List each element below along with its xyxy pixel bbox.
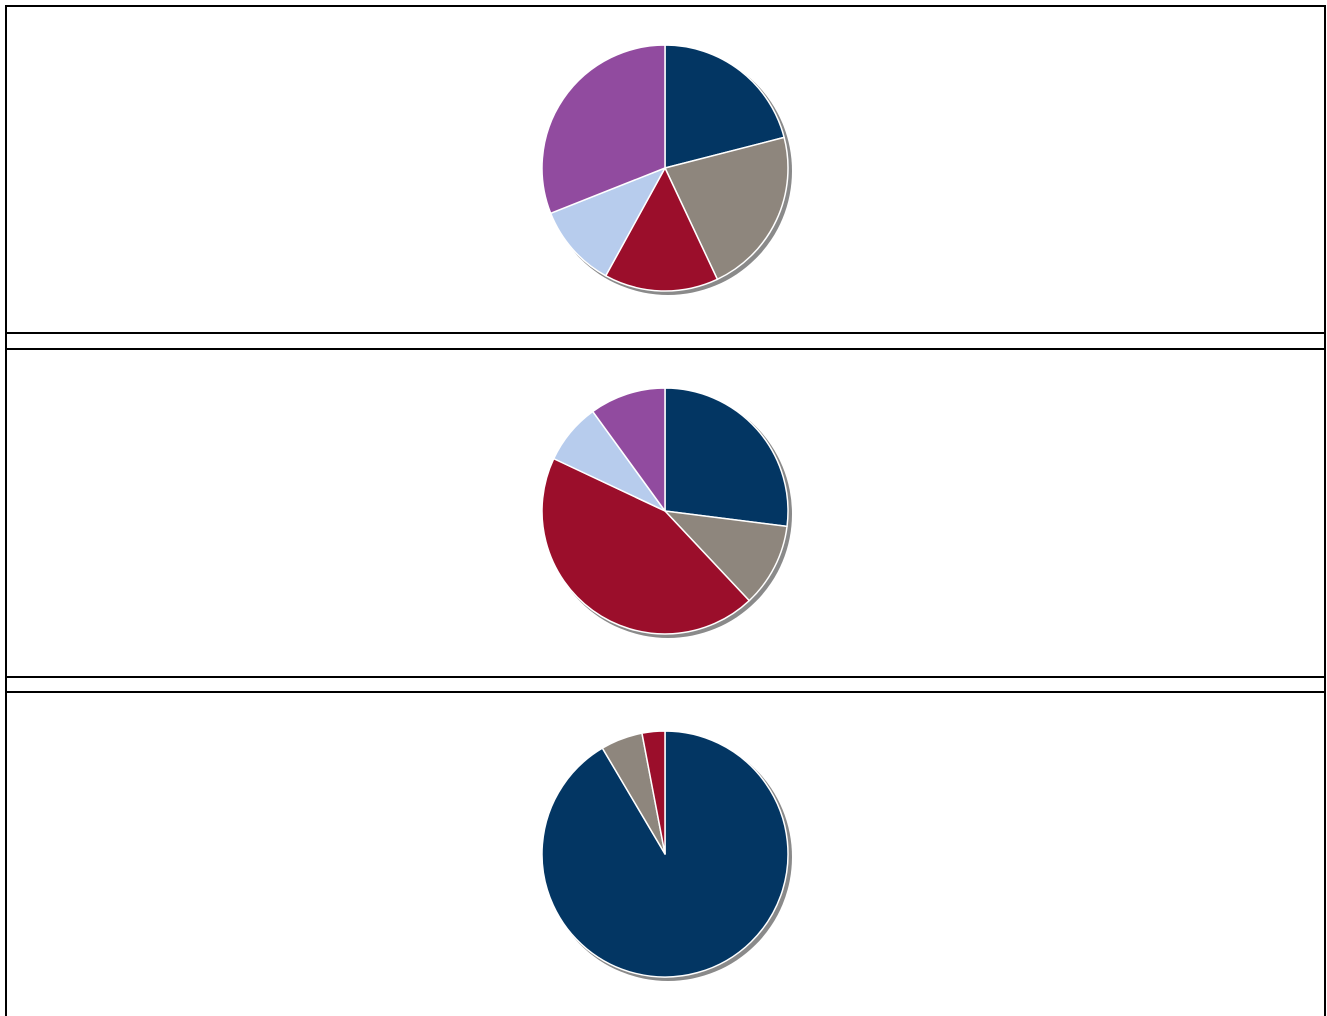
pie-slice-2 (664, 510, 788, 602)
pie-slice-5 (541, 44, 666, 215)
pie-chart-1 (541, 44, 792, 295)
divider-line (5, 676, 1326, 678)
divider-line (5, 348, 1326, 350)
pie-chart-2 (541, 387, 792, 638)
pie-slice-1 (664, 387, 789, 528)
pie-slice-3 (641, 730, 666, 855)
pie-slice-5 (591, 387, 666, 512)
pie-chart-panel-3 (7, 693, 1324, 1016)
pie-slice-3 (604, 167, 719, 292)
pie-chart-3 (541, 730, 792, 981)
outer-frame (5, 5, 1326, 1016)
pie-slice-3 (541, 457, 750, 635)
pie-slice-4 (549, 167, 666, 277)
pie-chart-panel-1 (7, 7, 1324, 332)
divider-line (5, 691, 1326, 693)
pie-slice-2 (664, 136, 789, 281)
pie-slice-1 (664, 44, 785, 169)
divider-line (5, 332, 1326, 334)
pie-chart-panel-2 (7, 350, 1324, 676)
